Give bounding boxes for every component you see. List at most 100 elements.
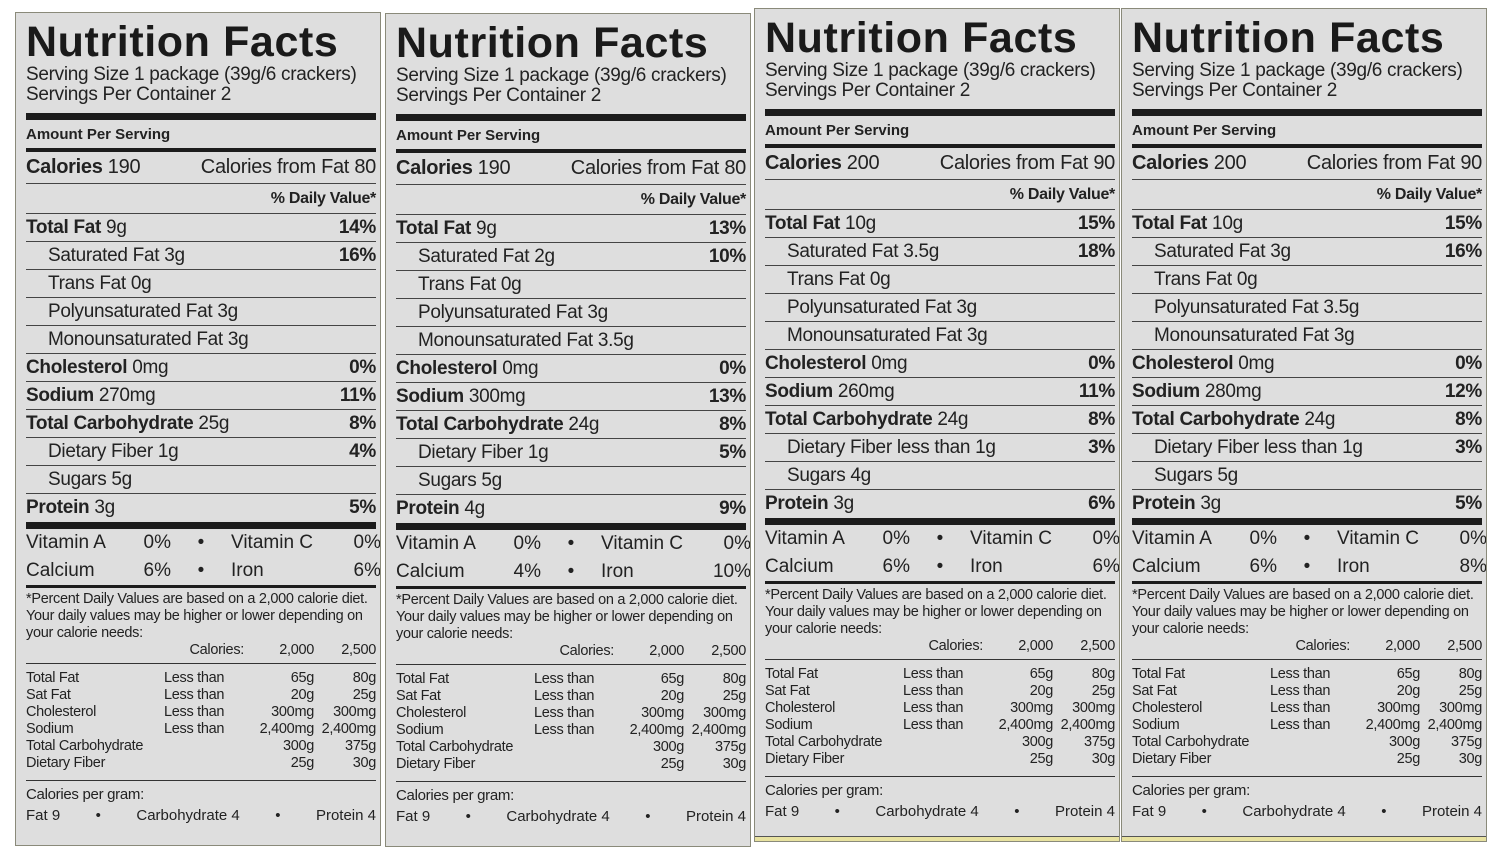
nutrient-daily-value: 5%	[349, 497, 376, 518]
nutrient-amount: 0mg	[132, 356, 169, 378]
table-cell: 300mg	[641, 705, 684, 721]
nutrient-label-wrap: Sodium 270mg	[26, 385, 156, 407]
nutrient-name: Trans Fat	[1154, 268, 1232, 290]
nutrient-daily-value: 16%	[338, 244, 376, 266]
table-cell: 300g	[1388, 734, 1420, 750]
table-cell: 300mg	[1072, 700, 1115, 716]
nutrient-name: Dietary Fiber	[48, 440, 153, 462]
nutrient-label-wrap: Saturated Fat 3.5g	[765, 241, 939, 263]
panel-title: Nutrition Facts	[1132, 14, 1445, 62]
table-cell: 20g	[1029, 683, 1054, 699]
nutrient-amount: 0g	[130, 272, 152, 294]
vitamin-name: Vitamin A	[765, 528, 845, 549]
nutrient-name: Monounsaturated Fat	[418, 329, 593, 351]
vitamin-name: Iron	[970, 556, 1003, 577]
calories-row: Calories 190 Calories from Fat 80	[26, 152, 376, 184]
table-cell: 25g	[660, 756, 685, 772]
nutrient-name: Polyunsaturated Fat	[48, 300, 213, 322]
calories-row: Calories 200 Calories from Fat 90	[765, 148, 1115, 180]
vitamin-row: Calcium 6% • Iron 6%	[26, 557, 380, 585]
nutrient-name: Sugars	[418, 469, 477, 491]
nutrient-row: Total Fat 10g 15%	[1132, 210, 1482, 238]
table-header-cell: 2,500	[711, 643, 746, 659]
divider	[26, 148, 376, 152]
nutrient-amount: 10g	[845, 212, 876, 234]
nutrient-daily-value: 9%	[719, 498, 746, 519]
vitamin-row: Vitamin A 0% • Vitamin C 0%	[396, 530, 750, 558]
nutrient-row: Monounsaturated Fat 3g	[1132, 322, 1482, 350]
bullet: •	[645, 808, 651, 825]
daily-value-table-row: Total Carbohydrate 300g 375g	[765, 734, 1115, 751]
bullet: •	[197, 560, 205, 581]
table-cell: 80g	[1091, 666, 1116, 682]
calories-per-gram: Calories per gram:	[765, 782, 883, 799]
vitamin-name: Iron	[231, 560, 264, 581]
table-header-cell: Calories:	[189, 642, 244, 658]
vitamin-name: Vitamin C	[970, 528, 1053, 549]
nutrient-name: Saturated Fat	[787, 240, 899, 262]
nutrient-row: Dietary Fiber 1g 5%	[396, 439, 746, 467]
nutrient-daily-value: 10%	[708, 245, 746, 267]
nutrient-label-wrap: Total Carbohydrate 24g	[1132, 409, 1335, 431]
nutrient-label-wrap: Protein 3g	[26, 497, 115, 519]
table-cell: Dietary Fiber	[1132, 751, 1212, 767]
vitamin-value: 4%	[513, 561, 541, 582]
nutrient-name: Total Fat	[765, 212, 841, 234]
daily-value-table-row: Sodium Less than 2,400mg 2,400mg	[396, 722, 746, 739]
nutrient-row: Dietary Fiber less than 1g 3%	[1132, 434, 1482, 462]
footnote: *Percent Daily Values are based on a 2,0…	[1132, 587, 1482, 638]
table-cell: Sat Fat	[765, 683, 810, 699]
footnote-line: your calorie needs:	[396, 626, 513, 642]
calories-per-gram-values: Fat 9 • Carbohydrate 4 • Protein 4	[1132, 801, 1482, 823]
calories-per-gram: Calories per gram:	[396, 787, 514, 804]
nutrient-name: Sodium	[396, 385, 464, 407]
nutrient-label-wrap: Trans Fat 0g	[765, 269, 891, 291]
table-cell	[164, 738, 244, 755]
cpg-fat: Fat 9	[26, 807, 61, 824]
table-cell: 300mg	[1439, 700, 1482, 716]
nutrient-label-wrap: Sodium 260mg	[765, 381, 895, 403]
nutrient-label-wrap: Saturated Fat 3g	[1132, 241, 1291, 263]
nutrient-label-wrap: Monounsaturated Fat 3g	[765, 325, 988, 347]
vitamin-value: 6%	[143, 560, 171, 581]
panel-title: Nutrition Facts	[26, 18, 339, 66]
nutrient-daily-value: 13%	[708, 385, 746, 407]
table-cell: Cholesterol	[26, 704, 97, 720]
bullet: •	[936, 556, 944, 577]
vitamin-name: Calcium	[1132, 556, 1201, 577]
nutrient-row: Protein 3g 5%	[26, 494, 376, 522]
daily-value-table-row: Cholesterol Less than 300mg 300mg	[765, 700, 1115, 717]
nutrient-amount: 0mg	[871, 352, 908, 374]
servings-per-container: Servings Per Container 2	[26, 84, 232, 105]
nutrient-row: Polyunsaturated Fat 3g	[396, 299, 746, 327]
nutrient-daily-value: 8%	[1088, 408, 1115, 430]
nutrient-amount: 3g	[227, 328, 249, 350]
footnote-line: Your daily values may be higher or lower…	[765, 604, 1102, 620]
daily-value-table-header: Calories: 2,000 2,500	[1132, 638, 1482, 655]
nutrient-row: Monounsaturated Fat 3g	[26, 326, 376, 354]
divider	[396, 586, 746, 589]
table-cell: Total Carbohydrate	[26, 738, 144, 754]
table-cell: 300g	[1021, 734, 1053, 750]
daily-value-table-row: Total Fat Less than 65g 80g	[1132, 666, 1482, 683]
table-cell: Cholesterol	[1132, 700, 1203, 716]
nutrition-facts-panel: Nutrition Facts Serving Size 1 package (3…	[754, 8, 1120, 842]
table-cell: 375g	[1083, 734, 1115, 750]
daily-value-header: % Daily Value*	[765, 180, 1115, 210]
nutrient-name: Sodium	[1132, 380, 1200, 402]
table-cell: 2,400mg	[1060, 717, 1116, 733]
nutrient-label-wrap: Total Carbohydrate 25g	[26, 413, 229, 435]
table-cell: 2,400mg	[998, 717, 1054, 733]
bullet: •	[275, 807, 281, 824]
nutrient-name: Monounsaturated Fat	[1154, 324, 1329, 346]
nutrient-label-wrap: Total Fat 9g	[26, 217, 127, 239]
vitamin-name: Vitamin A	[396, 533, 476, 554]
table-header-cell: 2,000	[1018, 638, 1053, 654]
nutrient-row: Cholesterol 0mg 0%	[1132, 350, 1482, 378]
table-header-cell: Calories:	[928, 638, 983, 654]
table-cell: 300mg	[703, 705, 746, 721]
nutrient-name: Cholesterol	[1132, 352, 1234, 374]
daily-value-header: % Daily Value*	[26, 184, 376, 214]
nutrient-name: Polyunsaturated Fat	[787, 296, 952, 318]
nutrient-row: Monounsaturated Fat 3.5g	[396, 327, 746, 355]
